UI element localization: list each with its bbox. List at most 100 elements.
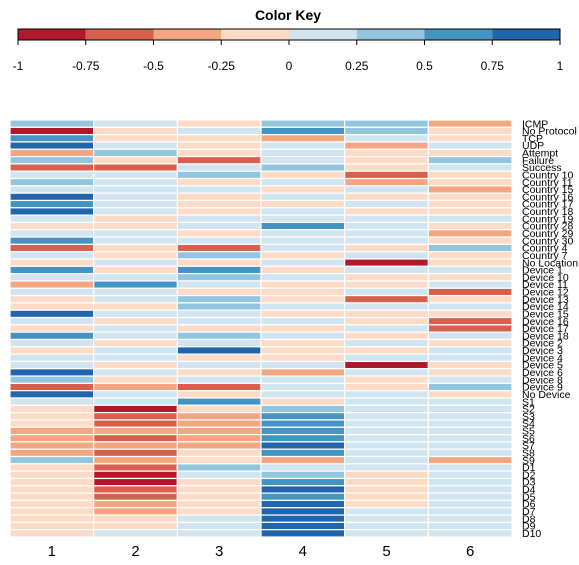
heatmap-cell bbox=[260, 302, 346, 311]
heatmap-cell bbox=[93, 346, 178, 355]
heatmap-cell bbox=[93, 375, 178, 384]
row-label: ICMP bbox=[522, 118, 548, 130]
heatmap-cell bbox=[176, 507, 262, 516]
heatmap-cell bbox=[344, 529, 429, 538]
row-label: Device 13 bbox=[522, 294, 569, 306]
heatmap-cell bbox=[344, 155, 429, 165]
heatmap-cell bbox=[344, 433, 429, 443]
heatmap-cell bbox=[9, 499, 95, 509]
heatmap-cell bbox=[9, 243, 95, 253]
row-label: Device 17 bbox=[522, 323, 569, 335]
row-label: Country 19 bbox=[522, 213, 574, 225]
heatmap-cell bbox=[9, 280, 95, 289]
heatmap-cell bbox=[427, 192, 513, 202]
color-key-tick-label: -0.5 bbox=[143, 59, 164, 73]
row-label: S7 bbox=[522, 440, 535, 452]
heatmap-cell bbox=[93, 368, 178, 377]
row-label: Device 6 bbox=[522, 367, 563, 379]
heatmap-cell bbox=[93, 529, 178, 538]
heatmap-cell bbox=[176, 470, 262, 480]
heatmap-cell bbox=[176, 338, 262, 348]
heatmap-cell bbox=[176, 426, 262, 436]
row-label: Device 8 bbox=[522, 374, 563, 386]
heatmap-cell bbox=[93, 177, 178, 187]
row-label: Device 11 bbox=[522, 279, 568, 291]
heatmap-cell bbox=[176, 236, 262, 245]
heatmap-cell bbox=[9, 375, 95, 384]
heatmap-cell bbox=[344, 521, 429, 531]
heatmap-cell bbox=[176, 192, 262, 202]
heatmap-cell bbox=[344, 404, 429, 414]
heatmap-cell bbox=[427, 316, 513, 326]
heatmap-cell bbox=[344, 477, 429, 487]
heatmap-cell bbox=[9, 360, 95, 370]
heatmap-cell bbox=[260, 148, 346, 158]
heatmap-cell bbox=[427, 221, 513, 231]
heatmap-cell bbox=[176, 463, 262, 472]
heatmap-cell bbox=[93, 309, 178, 319]
heatmap-cell bbox=[344, 207, 429, 216]
heatmap-cell bbox=[344, 192, 429, 202]
heatmap-cell bbox=[344, 236, 429, 245]
heatmap-cell bbox=[344, 463, 429, 472]
heatmap-cell bbox=[260, 273, 346, 282]
heatmap-cell bbox=[260, 309, 346, 319]
color-key: Color Key -1 -0.75 -0.5 -0.25 0 0.25 0.5 0.75 1 bbox=[13, 7, 564, 73]
row-label: Device 1 bbox=[522, 265, 563, 277]
heatmap-cell bbox=[260, 134, 346, 143]
heatmap-cell bbox=[9, 514, 95, 523]
heatmap-cell bbox=[427, 294, 513, 304]
heatmap-cell bbox=[93, 507, 178, 516]
heatmap-cell bbox=[9, 199, 95, 209]
heatmap-cell bbox=[176, 419, 262, 428]
color-key-title: Color Key bbox=[255, 7, 321, 23]
heatmap-cell bbox=[93, 477, 178, 487]
heatmap-cell bbox=[344, 397, 429, 406]
heatmap-cell bbox=[260, 126, 346, 136]
heatmap-cell bbox=[176, 163, 262, 172]
heatmap-cell bbox=[427, 251, 513, 260]
heatmap-cell bbox=[176, 185, 262, 194]
heatmap-cell bbox=[260, 243, 346, 253]
heatmap-cell bbox=[344, 448, 429, 458]
row-label: Device 5 bbox=[522, 360, 563, 372]
heatmap-cell bbox=[260, 316, 346, 326]
heatmap-cell bbox=[176, 360, 262, 370]
heatmap-cell bbox=[427, 492, 513, 502]
heatmap-cell bbox=[344, 499, 429, 509]
heatmap-cell bbox=[176, 280, 262, 289]
heatmap-cell bbox=[260, 353, 346, 363]
heatmap-cell bbox=[93, 221, 178, 231]
row-label: Device 15 bbox=[522, 308, 569, 320]
heatmap-cell bbox=[427, 455, 513, 465]
heatmap-cell bbox=[344, 455, 429, 465]
row-label: D6 bbox=[522, 499, 536, 511]
heatmap-cell bbox=[176, 273, 262, 282]
heatmap-cell bbox=[93, 199, 178, 209]
column-labels: 1 2 3 4 5 6 bbox=[48, 543, 475, 560]
heatmap-cell bbox=[260, 155, 346, 165]
heatmap-cell bbox=[176, 375, 262, 384]
heatmap-cell bbox=[344, 353, 429, 363]
heatmap-cell bbox=[427, 338, 513, 348]
heatmap-cell bbox=[176, 477, 262, 487]
heatmap-cell bbox=[260, 346, 346, 355]
heatmap-cell bbox=[344, 214, 429, 224]
color-key-swatch bbox=[356, 29, 425, 40]
heatmap-cell bbox=[9, 287, 95, 297]
heatmap-cell bbox=[344, 382, 429, 392]
heatmap-cell bbox=[427, 155, 513, 165]
row-label: UDP bbox=[522, 140, 544, 152]
heatmap-cell bbox=[427, 463, 513, 472]
heatmap-cell bbox=[260, 521, 346, 531]
heatmap-cell bbox=[176, 492, 262, 502]
column-label: 4 bbox=[299, 543, 307, 560]
heatmap-cell bbox=[93, 229, 178, 238]
heatmap-cell bbox=[427, 382, 513, 392]
heatmap-cell bbox=[344, 265, 429, 275]
heatmap-cell bbox=[176, 448, 262, 458]
heatmap-cell bbox=[9, 324, 95, 333]
heatmap-cell bbox=[9, 455, 95, 465]
row-label: Failure bbox=[522, 155, 554, 167]
heatmap-cell bbox=[176, 455, 262, 465]
